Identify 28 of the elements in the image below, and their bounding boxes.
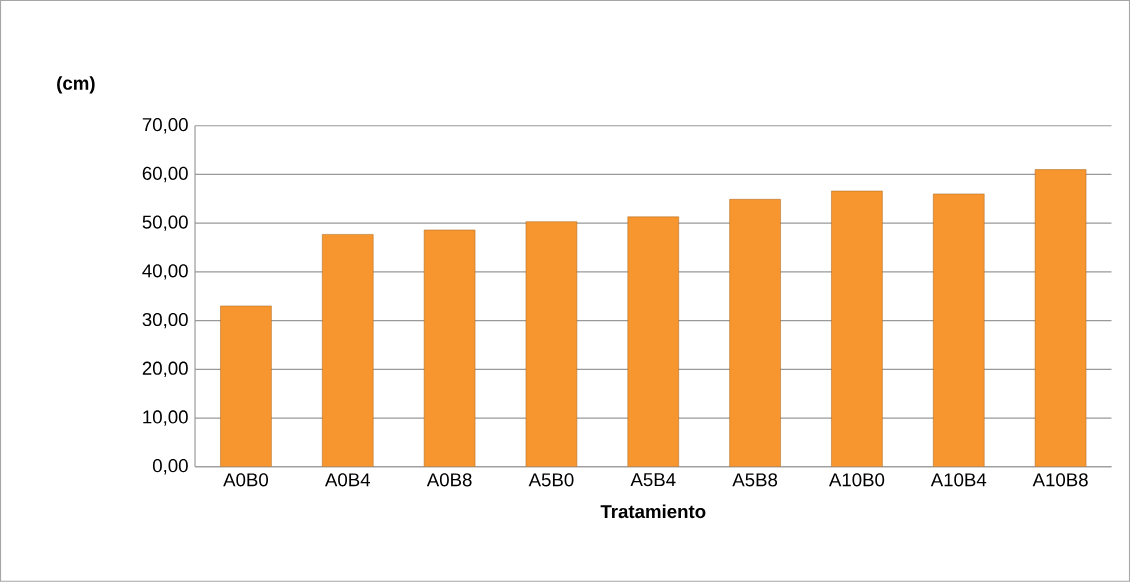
y-tick-label: 70,00	[142, 118, 188, 134]
y-axis-title: (cm)	[57, 76, 95, 94]
x-axis-title: Tratamiento	[600, 504, 706, 519]
y-tick-label: 0,00	[152, 459, 188, 475]
x-tick-label: A5B0	[528, 473, 574, 487]
y-tick-label: 40,00	[142, 264, 188, 280]
bar	[322, 234, 374, 467]
y-tick-label: 20,00	[142, 361, 188, 378]
x-tick-label: A5B4	[630, 473, 676, 487]
x-tick-label: A10B4	[930, 473, 987, 487]
x-tick-label: A0B8	[426, 473, 472, 487]
y-tick-label: 50,00	[142, 215, 188, 231]
bar	[627, 216, 679, 467]
bar	[1034, 169, 1087, 467]
x-tick-label: A10B8	[1032, 473, 1088, 487]
bar	[220, 305, 272, 467]
x-tick-label: A0B0	[223, 473, 269, 487]
bar	[831, 190, 883, 467]
bar	[933, 193, 985, 467]
y-tick-label: 30,00	[142, 312, 188, 329]
bar	[729, 199, 781, 467]
x-tick-label: A5B8	[732, 473, 778, 487]
y-tick-label: 60,00	[142, 166, 188, 183]
x-tick-label: A10B0	[828, 473, 885, 487]
bar	[423, 229, 476, 467]
y-tick-label: 10,00	[143, 410, 188, 426]
bar	[525, 221, 578, 467]
x-tick-label: A0B4	[325, 473, 371, 487]
